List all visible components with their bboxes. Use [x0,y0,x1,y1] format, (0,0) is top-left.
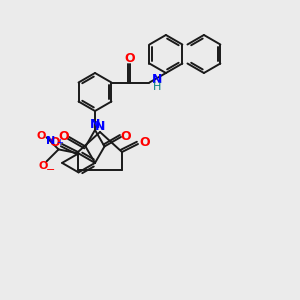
Text: N: N [152,73,162,86]
Text: O: O [59,130,69,143]
Text: O: O [124,52,135,65]
Text: O: O [121,130,131,143]
Text: H: H [153,82,162,92]
Text: O: O [37,131,46,141]
Text: O: O [50,136,60,149]
Text: O: O [140,136,150,149]
Text: N: N [90,118,100,131]
Text: +: + [56,138,63,147]
Text: −: − [46,165,55,176]
Text: N: N [46,136,56,146]
Text: O: O [39,161,48,171]
Text: N: N [95,121,105,134]
